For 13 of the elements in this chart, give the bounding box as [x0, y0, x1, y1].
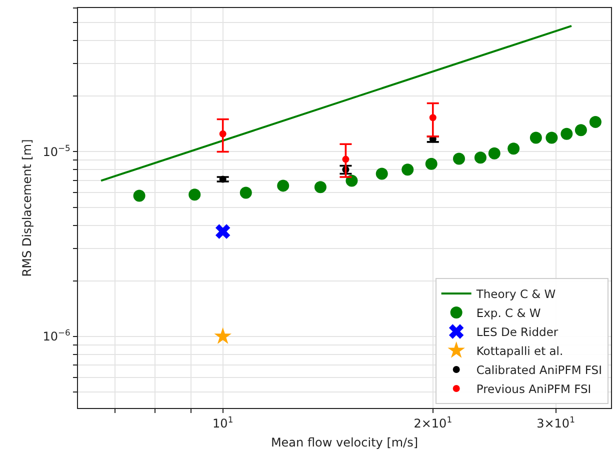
y-axis-title: RMS Displacement [m] [20, 139, 34, 277]
x-tick-label: 3×10$^{1}$ [536, 414, 575, 431]
legend-label: Previous AniPFM FSI [476, 382, 592, 396]
legend-label: Kottapalli et al. [476, 344, 564, 358]
x-tick-label: 10$^{1}$ [212, 414, 234, 431]
legend-label: Calibrated AniPFM FSI [476, 362, 602, 377]
x-tick-label: 2×10$^{1}$ [414, 414, 452, 431]
legend-label: LES De Ridder [476, 324, 558, 339]
legend-label: Theory C & W [475, 286, 556, 301]
y-tick-label: 10$^{−6}$ [42, 328, 70, 344]
x-axis-title: Mean flow velocity [m/s] [270, 435, 418, 450]
y-tick-label: 10$^{−5}$ [42, 142, 70, 159]
legend-label: Exp. C & W [476, 306, 541, 320]
